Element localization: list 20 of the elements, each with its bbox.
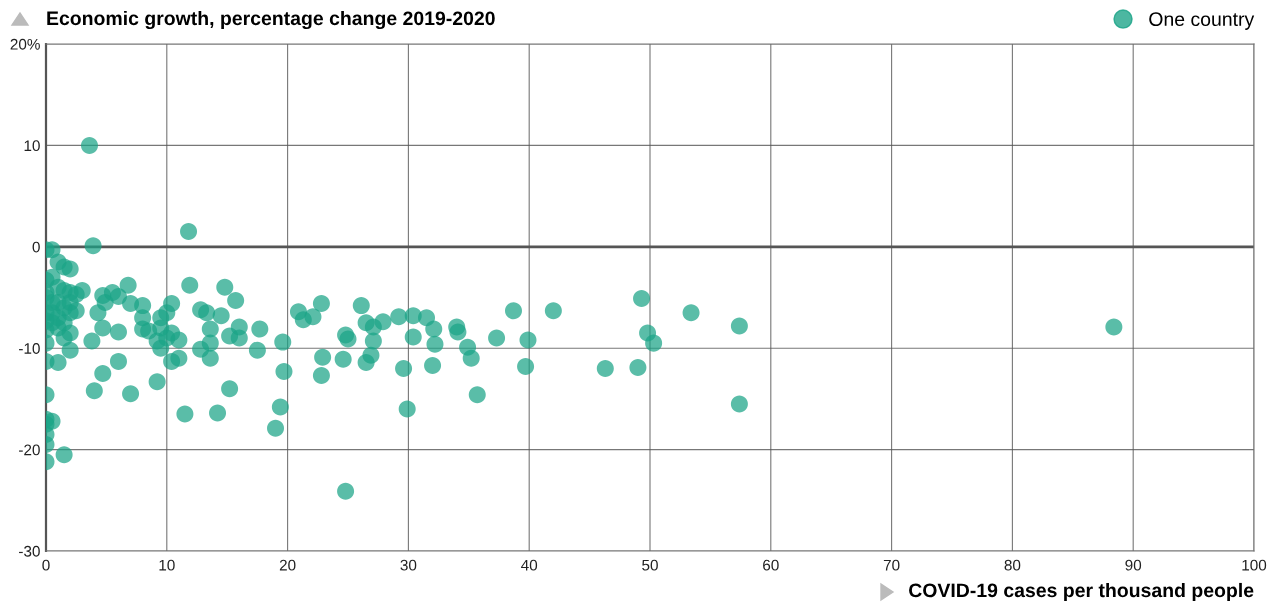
x-tick-label: 20 <box>279 559 296 571</box>
x-tick-label: 60 <box>763 559 779 571</box>
x-tick-label: 90 <box>1125 559 1142 571</box>
x-tick-label: 80 <box>1004 559 1021 571</box>
y-tick-label: -20 <box>19 444 40 456</box>
x-axis-title: COVID-19 cases per thousand people <box>909 582 1254 602</box>
x-tick-label: 70 <box>883 559 900 571</box>
y-tick-label: 0 <box>32 241 40 253</box>
y-tick-label: 20% <box>10 38 40 50</box>
x-tick-label: 50 <box>642 559 658 571</box>
x-tick-label: 30 <box>400 559 417 571</box>
legend-label: One country <box>1149 12 1255 30</box>
y-axis-title: Economic growth, percentage change 2019-2020 <box>47 10 495 30</box>
y-tick-label: 10 <box>24 140 40 152</box>
y-tick-label: -10 <box>19 343 40 354</box>
y-tick-label: -30 <box>19 545 40 557</box>
x-tick-label: 10 <box>159 559 175 571</box>
x-tick-label: 40 <box>521 559 538 571</box>
x-tick-label: 100 <box>1242 559 1267 571</box>
x-tick-label: 0 <box>42 559 50 571</box>
